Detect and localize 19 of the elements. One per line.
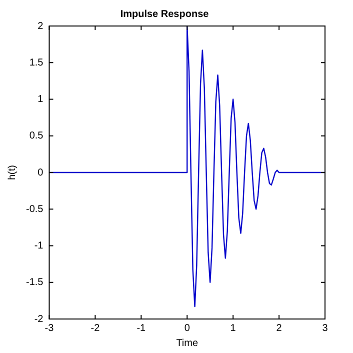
y-tick-label: -1 bbox=[34, 240, 44, 252]
y-tick-label: 1.5 bbox=[29, 57, 44, 68]
y-tick-label: 1 bbox=[38, 94, 44, 105]
x-tick-label: 2 bbox=[276, 322, 282, 334]
y-axis-title: h(t) bbox=[6, 165, 18, 180]
y-tick-label: -1.5 bbox=[26, 277, 44, 288]
x-axis-title: Time bbox=[176, 338, 198, 349]
x-tick-label: 0 bbox=[184, 322, 190, 334]
y-tick-label: 2 bbox=[38, 20, 44, 32]
x-tick-label: 3 bbox=[322, 322, 328, 334]
y-tick-label: -0.5 bbox=[26, 204, 44, 215]
x-tick-label: 1 bbox=[230, 322, 236, 334]
y-tick-label: 0.5 bbox=[29, 130, 44, 142]
x-tick-label: -2 bbox=[90, 322, 100, 334]
chart-title: Impulse Response bbox=[120, 8, 210, 20]
x-tick-label: -1 bbox=[136, 322, 146, 334]
y-tick-label: -2 bbox=[34, 314, 44, 325]
x-tick-label: -3 bbox=[44, 322, 54, 334]
y-tick-label: 0 bbox=[38, 167, 44, 178]
